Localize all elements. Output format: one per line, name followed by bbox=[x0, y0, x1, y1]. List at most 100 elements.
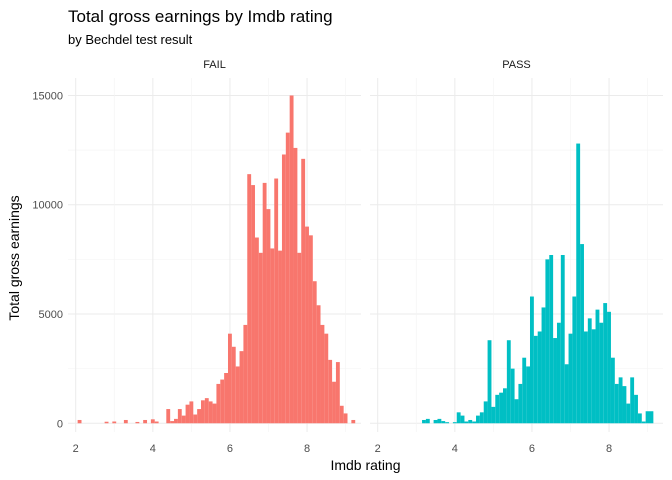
histogram-bar bbox=[227, 333, 232, 424]
histogram-bar bbox=[541, 307, 546, 424]
histogram-bar bbox=[529, 296, 534, 424]
histogram-bar bbox=[522, 357, 527, 424]
histogram-bar bbox=[506, 340, 511, 424]
histogram-bar bbox=[335, 362, 340, 424]
histogram-bar bbox=[587, 318, 592, 424]
histogram-bar bbox=[324, 333, 329, 424]
histogram-bar bbox=[514, 399, 519, 424]
histogram-bar bbox=[332, 381, 336, 424]
y-axis-title: Total gross earnings bbox=[6, 195, 22, 320]
histogram-bar bbox=[603, 303, 608, 424]
x-axis-title: Imdb rating bbox=[330, 457, 400, 473]
histogram-bar bbox=[231, 346, 236, 424]
histogram-bar bbox=[170, 421, 175, 424]
histogram-bar bbox=[185, 404, 190, 424]
histogram-bar bbox=[262, 182, 267, 424]
histogram-bar bbox=[556, 322, 561, 424]
histogram-bar bbox=[208, 401, 213, 424]
y-tick-label: 5000 bbox=[39, 309, 63, 321]
facet-panel-pass: PASS 2 4 6 8 bbox=[370, 59, 663, 455]
histogram-bar bbox=[305, 226, 309, 424]
histogram-bar bbox=[580, 244, 584, 424]
histogram-bar bbox=[487, 340, 492, 424]
histogram-bar bbox=[243, 324, 248, 424]
histogram-bar bbox=[197, 409, 202, 424]
histogram-bar bbox=[123, 419, 128, 424]
histogram-bar bbox=[483, 401, 488, 424]
histogram-bar bbox=[174, 418, 178, 424]
histogram-bar bbox=[193, 414, 198, 424]
x-tick-label: 6 bbox=[227, 443, 233, 455]
histogram-bar bbox=[293, 147, 298, 424]
histogram-bar bbox=[537, 331, 542, 424]
histogram-bar bbox=[622, 386, 627, 424]
y-tick-label: 10000 bbox=[32, 200, 63, 212]
histogram-bar bbox=[254, 237, 259, 424]
x-tick-label: 6 bbox=[529, 443, 535, 455]
y-tick-label: 15000 bbox=[32, 90, 63, 102]
histogram-bar bbox=[634, 394, 638, 424]
histogram-bar bbox=[495, 394, 500, 424]
histogram-bar bbox=[614, 383, 619, 424]
histogram-bar bbox=[610, 357, 615, 424]
histogram-bar bbox=[351, 419, 356, 424]
histogram-bar bbox=[239, 351, 244, 424]
histogram-bar bbox=[445, 422, 450, 424]
histogram-bar bbox=[618, 377, 623, 424]
histogram-bar bbox=[456, 412, 461, 424]
histogram-bar bbox=[641, 421, 646, 424]
x-tick-label: 4 bbox=[150, 443, 156, 455]
histogram-bar bbox=[278, 250, 282, 424]
histogram-bar bbox=[591, 329, 596, 424]
histogram-bar bbox=[247, 174, 252, 424]
histogram-bar bbox=[564, 364, 569, 424]
histogram-bar bbox=[320, 324, 325, 424]
histogram-bar bbox=[645, 411, 650, 424]
x-tick-label: 8 bbox=[304, 443, 310, 455]
histogram-bar bbox=[181, 415, 186, 424]
facet-panels: FAIL 2 4 6 8 0 5000 10000 15000 PASS 2 4 6 8 bbox=[32, 59, 663, 455]
histogram-bar bbox=[312, 281, 317, 424]
histogram-bar bbox=[285, 132, 290, 424]
histogram-bar bbox=[77, 419, 82, 424]
chart-title: Total gross earnings by Imdb rating bbox=[68, 7, 333, 26]
histogram-bar bbox=[328, 359, 333, 424]
histogram-bar bbox=[143, 419, 148, 424]
histogram-bar bbox=[104, 421, 109, 424]
histogram-bar bbox=[251, 185, 255, 424]
x-tick-label: 2 bbox=[73, 443, 79, 455]
histogram-bar bbox=[425, 418, 430, 424]
histogram-bar bbox=[599, 322, 604, 424]
facet-panel-fail: FAIL 2 4 6 8 0 5000 10000 15000 bbox=[32, 59, 361, 455]
histogram-bar bbox=[464, 421, 469, 424]
histogram-bar bbox=[212, 403, 217, 424]
histogram-bar bbox=[112, 421, 117, 424]
histogram-bar bbox=[301, 158, 306, 424]
histogram-bar bbox=[270, 248, 275, 424]
chart-subtitle: by Bechdel test result bbox=[68, 32, 193, 47]
histogram-bar bbox=[166, 409, 171, 424]
histogram-bar bbox=[560, 255, 565, 424]
facet-strip-label: PASS bbox=[502, 59, 531, 71]
histogram-bar bbox=[607, 311, 611, 424]
histogram-bar bbox=[266, 209, 271, 424]
histogram-bar bbox=[499, 392, 504, 424]
histogram-bar bbox=[518, 383, 523, 424]
histogram-bar bbox=[595, 309, 600, 424]
histogram-bar bbox=[235, 366, 240, 424]
histogram-bar bbox=[533, 335, 538, 424]
histogram-bar bbox=[201, 400, 205, 424]
histogram-bar bbox=[220, 379, 225, 424]
histogram-bar bbox=[503, 388, 507, 424]
histogram-bar bbox=[553, 338, 557, 424]
histogram-bar bbox=[154, 421, 159, 424]
histogram-bar bbox=[549, 255, 554, 424]
histogram-bar bbox=[472, 421, 477, 424]
histogram-bar bbox=[630, 377, 635, 424]
histogram-bar bbox=[476, 415, 480, 424]
histogram-bar bbox=[576, 143, 581, 424]
histogram-bar bbox=[297, 252, 302, 424]
histogram-bar bbox=[441, 421, 446, 424]
histogram-bar bbox=[150, 419, 155, 424]
